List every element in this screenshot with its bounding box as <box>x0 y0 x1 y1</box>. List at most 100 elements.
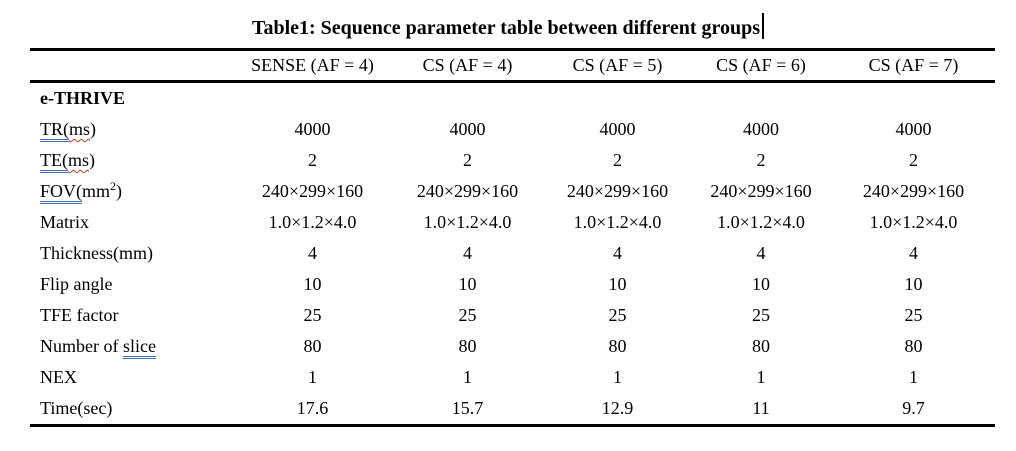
cell-value <box>235 82 390 115</box>
row-label: Flip angle <box>30 269 235 300</box>
column-header: CS (AF = 4) <box>390 49 545 83</box>
table-row: Time(sec) 17.6 15.7 12.9 11 9.7 <box>30 393 995 426</box>
cell-value: 80 <box>608 336 627 356</box>
cell-value: 1.0×1.2×4.0 <box>717 212 805 232</box>
label-text: Number of <box>40 336 123 356</box>
table-row: Matrix 1.0×1.2×4.0 1.0×1.2×4.0 1.0×1.2×4.0 1… <box>30 207 995 238</box>
table-caption-row: Table1: Sequence parameter table between… <box>0 13 1016 43</box>
cell-value: 240×299×160 <box>261 181 364 201</box>
row-label: Number of slice <box>30 331 235 362</box>
cell-value: 80 <box>303 336 322 356</box>
cell-value <box>390 82 545 115</box>
table-row: TR(ms) 4000 4000 4000 4000 4000 <box>30 114 995 145</box>
row-label: e-THRIVE <box>30 82 235 115</box>
row-label: TR(ms) <box>30 114 235 145</box>
cell-value: 80 <box>904 336 923 356</box>
label-text: ) <box>89 150 95 170</box>
table-row: TE(ms) 2 2 2 2 2 <box>30 145 995 176</box>
cell-value <box>545 82 690 115</box>
column-header <box>30 49 235 83</box>
cell-value: 1.0×1.2×4.0 <box>573 212 662 232</box>
cell-value: 4000 <box>743 119 779 139</box>
cell-value: 4000 <box>294 119 331 139</box>
text-cursor <box>762 13 765 39</box>
row-label: NEX <box>30 362 235 393</box>
cell-value: 10 <box>608 274 627 294</box>
cell-value: 4000 <box>449 119 486 139</box>
cell-value: 240×299×160 <box>416 181 519 201</box>
cell-value: 4 <box>909 243 918 263</box>
cell-value: 10 <box>752 274 770 294</box>
table-row: Number of slice 80 80 80 80 80 <box>30 331 995 362</box>
section-row: e-THRIVE <box>30 82 995 115</box>
label-text: mm <box>82 181 111 201</box>
spelling-underlined-text: ms <box>69 119 91 139</box>
cell-value: 10 <box>904 274 923 294</box>
cell-value: 1.0×1.2×4.0 <box>869 212 958 232</box>
superscript-text: 2 <box>110 179 117 193</box>
cell-value: 4000 <box>599 119 636 139</box>
cell-value: 80 <box>458 336 477 356</box>
row-label: Matrix <box>30 207 235 238</box>
label-text: ) <box>90 119 97 139</box>
label-text: Time(sec) <box>40 398 113 418</box>
cell-value: 25 <box>303 305 322 325</box>
row-label: FOV(mm2) <box>30 176 235 207</box>
label-text: e-THRIVE <box>40 88 125 108</box>
cell-value: 11 <box>752 398 770 418</box>
cell-value: 4 <box>613 243 622 263</box>
cell-value: 2 <box>463 150 472 170</box>
cell-value: 1 <box>756 367 766 387</box>
cell-value: 25 <box>608 305 627 325</box>
column-header: CS (AF = 6) <box>690 49 832 83</box>
label-text: Flip angle <box>40 274 113 294</box>
grammar-underlined-text: slice <box>122 336 156 359</box>
grammar-underlined-text: TE( <box>40 150 68 173</box>
cell-value: 1.0×1.2×4.0 <box>268 212 357 232</box>
label-text: NEX <box>40 367 77 387</box>
cell-value: 10 <box>303 274 322 294</box>
cell-value: 12.9 <box>601 398 634 418</box>
grammar-underlined-text: TR( <box>40 119 69 142</box>
param-table-body: e-THRIVE TR(ms) 4000 4000 4000 4000 4000 TE(ms)… <box>30 82 995 426</box>
row-label: TE(ms) <box>30 145 235 176</box>
cell-value: 80 <box>752 336 770 356</box>
label-text: TFE factor <box>40 305 119 325</box>
table-row: FOV(mm2) 240×299×160 240×299×160 240×299×16… <box>30 176 995 207</box>
table-row: Flip angle 10 10 10 10 10 <box>30 269 995 300</box>
spelling-underlined-text: ms <box>67 150 89 170</box>
cell-value: 4 <box>308 243 317 263</box>
table-row: NEX 1 1 1 1 1 <box>30 362 995 393</box>
cell-value: 1 <box>463 367 472 387</box>
cell-value: 4 <box>756 243 766 263</box>
grammar-underlined-text: FOV( <box>40 181 83 204</box>
table-title: Table1: Sequence parameter table between… <box>251 17 761 39</box>
cell-value: 1 <box>909 367 918 387</box>
column-header: CS (AF = 7) <box>832 49 995 83</box>
label-text: Thickness(mm) <box>40 243 153 263</box>
cell-value: 4000 <box>895 119 932 139</box>
label-text: Matrix <box>40 212 89 232</box>
cell-value: 25 <box>904 305 923 325</box>
cell-value: 240×299×160 <box>862 181 965 201</box>
cell-value: 15.7 <box>451 398 484 418</box>
sequence-parameter-table: SENSE (AF = 4) CS (AF = 4) CS (AF = 5) CS (… <box>30 48 995 427</box>
cell-value: 2 <box>909 150 918 170</box>
row-label: TFE factor <box>30 300 235 331</box>
label-text: ) <box>116 181 123 201</box>
column-header: SENSE (AF = 4) <box>235 49 390 83</box>
cell-value: 240×299×160 <box>710 181 812 201</box>
header-row: SENSE (AF = 4) CS (AF = 4) CS (AF = 5) CS (… <box>30 49 995 83</box>
cell-value: 9.7 <box>902 398 925 418</box>
cell-value <box>690 82 832 115</box>
cell-value: 2 <box>756 150 766 170</box>
cell-value: 2 <box>308 150 317 170</box>
cell-value: 1.0×1.2×4.0 <box>423 212 512 232</box>
row-label: Thickness(mm) <box>30 238 235 269</box>
cell-value: 25 <box>458 305 477 325</box>
cell-value: 10 <box>458 274 477 294</box>
cell-value: 17.6 <box>296 398 329 418</box>
column-header: CS (AF = 5) <box>545 49 690 83</box>
cell-value: 1 <box>613 367 622 387</box>
